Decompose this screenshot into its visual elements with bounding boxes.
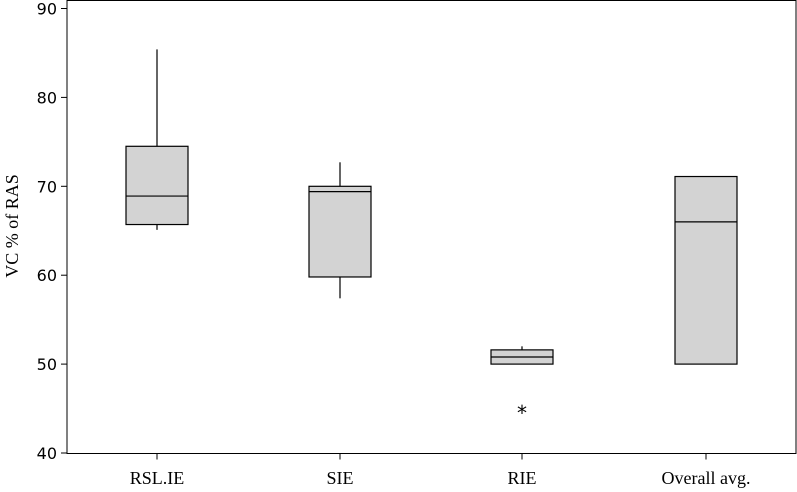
x-tick-label: Overall avg. <box>662 468 751 488</box>
y-axis: 40 50 60 70 80 90 <box>37 0 67 463</box>
y-tick-label: 80 <box>37 88 57 107</box>
x-axis: RSL.IE SIE RIE Overall avg. <box>130 453 751 488</box>
box-series: * <box>125 49 738 425</box>
y-tick-label: 40 <box>37 444 57 463</box>
y-tick-label: 70 <box>37 177 57 196</box>
box-iqr <box>125 145 189 226</box>
x-tick-label: RIE <box>508 468 537 488</box>
box-overall-avg <box>674 175 738 365</box>
box-sie <box>308 162 372 299</box>
box-iqr <box>308 185 372 278</box>
x-tick-label: SIE <box>327 468 354 488</box>
x-tick-label: RSL.IE <box>130 468 185 488</box>
box-iqr <box>674 175 738 365</box>
box-rsl-ie <box>125 49 189 230</box>
outlier-marker: * <box>517 401 527 425</box>
y-tick-label: 50 <box>37 355 57 374</box>
plot-frame <box>66 0 797 454</box>
y-tick-label: 90 <box>37 0 57 19</box>
y-tick-label: 60 <box>37 266 57 285</box>
box-rie: * <box>490 346 554 425</box>
y-axis-title: VC % of RAS <box>2 174 22 278</box>
